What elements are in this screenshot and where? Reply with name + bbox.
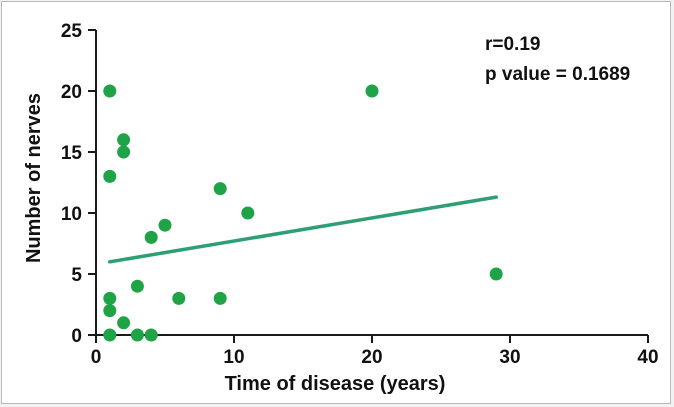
data-point	[130, 328, 144, 342]
x-axis-title: Time of disease (years)	[225, 373, 446, 395]
data-point	[241, 206, 255, 220]
data-point	[103, 169, 117, 183]
data-point	[103, 291, 117, 305]
data-point	[144, 230, 158, 244]
ticks: 0 5 10 15 20 25 0 10 20 30 40	[61, 21, 659, 368]
annotation-p-value: p value = 0.1689	[485, 64, 630, 85]
data-point	[365, 84, 379, 98]
x-tick-label: 0	[91, 347, 102, 368]
data-point	[103, 328, 117, 342]
y-tick-label: 20	[61, 82, 82, 103]
data-point	[130, 279, 144, 293]
data-points	[103, 84, 503, 342]
data-point	[117, 316, 131, 330]
data-point	[489, 267, 503, 281]
trend-line	[108, 195, 498, 264]
data-point	[158, 218, 172, 232]
x-tick-label: 20	[361, 347, 382, 368]
x-tick-label: 30	[499, 347, 520, 368]
trendline-group	[108, 195, 498, 264]
y-tick-label: 25	[61, 21, 83, 42]
y-tick-label: 10	[61, 204, 82, 225]
annotation-r: r=0.19	[485, 34, 540, 55]
data-point	[172, 291, 186, 305]
y-axis-title: Number of nerves	[23, 93, 45, 263]
data-point	[103, 304, 117, 318]
data-point	[117, 133, 131, 147]
data-point	[144, 328, 158, 342]
y-tick-label: 5	[71, 265, 82, 286]
data-point	[213, 291, 227, 305]
data-point	[213, 182, 227, 196]
data-point	[103, 84, 117, 98]
x-tick-label: 40	[637, 347, 658, 368]
x-tick-label: 10	[223, 347, 244, 368]
y-tick-label: 15	[61, 143, 83, 164]
y-tick-label: 0	[71, 326, 82, 347]
data-point	[117, 145, 131, 159]
